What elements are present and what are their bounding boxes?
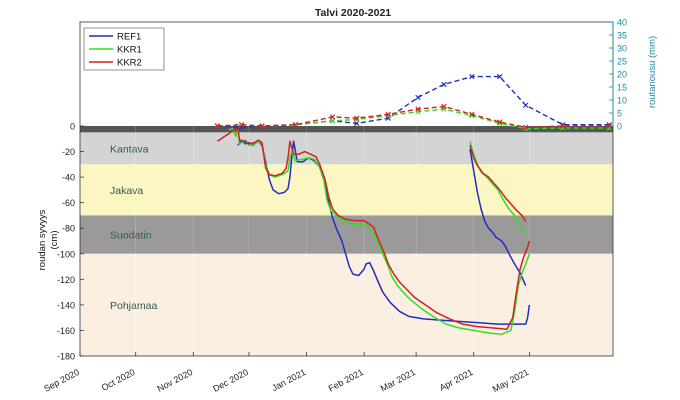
- x-tick-label-dec-2020: Dec 2020: [211, 367, 250, 394]
- x-tick-label-apr-2021: Apr 2021: [438, 367, 475, 393]
- x-tick-label-feb-2021: Feb 2021: [327, 367, 365, 394]
- zone-pohjamaa: [80, 253, 613, 356]
- legend-label-kkr2: KKR2: [117, 58, 142, 69]
- y-tick-label-right-20: 20: [617, 70, 627, 80]
- series-marker-kkr2-routanousu-4: [292, 122, 299, 128]
- y-axis-label-left-2: (cm): [49, 231, 60, 250]
- zone-label-kantava: Kantava: [110, 143, 149, 155]
- series-line-kkr2-routanousu: [217, 105, 610, 129]
- x-tick-label-may-2021: May 2021: [491, 367, 531, 394]
- y-axis-label-left-1: roudan syvyys: [37, 209, 48, 270]
- legend-label-kkr1: KKR1: [117, 45, 142, 56]
- series-marker-kkr2-routanousu-13: [560, 123, 566, 129]
- y-tick-label-left--100: -100: [57, 249, 75, 259]
- y-tick-label-right-40: 40: [617, 18, 627, 28]
- series-marker-kkr2-routanousu-7: [385, 111, 391, 117]
- series-marker-kkr2-routanousu-2: [238, 122, 245, 128]
- y-tick-label-right-15: 15: [617, 83, 627, 93]
- y-tick-label-left-0: 0: [70, 122, 75, 132]
- y-tick-label-left--60: -60: [62, 198, 75, 208]
- series-line-kkr1-1: [228, 127, 531, 336]
- series-line-ref1-routanousu: [217, 75, 610, 129]
- series-marker-kkr2-routanousu-8: [415, 106, 421, 112]
- series-marker-kkr2-routanousu-10: [469, 111, 475, 117]
- y-tick-label-right-30: 30: [617, 44, 627, 54]
- y-tick-label-right-25: 25: [617, 57, 627, 67]
- series-line-ref1-2: [469, 148, 527, 287]
- series-marker-kkr1-routanousu-5: [329, 118, 336, 124]
- zone-top-band: [80, 126, 613, 133]
- series-marker-ref1-routanousu-6: [354, 120, 360, 127]
- series-marker-ref1-routanousu-12: [523, 102, 529, 108]
- series-line-ref1-1: [237, 139, 531, 325]
- zone-label-suodatin: Suodatin: [110, 230, 152, 242]
- series-marker-ref1-routanousu-11: [497, 73, 503, 80]
- chart-title: Talvi 2020-2021: [315, 7, 391, 19]
- zone-jakava: [80, 164, 613, 216]
- x-tick-label-nov-2020: Nov 2020: [156, 367, 195, 394]
- series-line-kkr2-2: [469, 144, 527, 223]
- x-tick-label-sep-2020: Sep 2020: [42, 367, 81, 394]
- series-marker-ref1-routanousu-9: [441, 81, 447, 88]
- series-marker-kkr2-routanousu-6: [354, 115, 360, 121]
- y-tick-label-left--20: -20: [62, 147, 75, 157]
- series-marker-ref1-routanousu-8: [415, 94, 421, 101]
- series-marker-kkr2-routanousu-12: [523, 124, 529, 130]
- y-tick-label-left--140: -140: [57, 300, 75, 310]
- y-tick-label-left--120: -120: [57, 275, 75, 285]
- y-tick-label-right-0: 0: [617, 122, 622, 132]
- series-marker-kkr2-routanousu-9: [441, 103, 447, 110]
- y-axis-label-right: routanousu (mm): [647, 36, 658, 108]
- y-tick-label-left--160: -160: [57, 326, 75, 336]
- zone-kantava: [80, 132, 613, 165]
- y-tick-label-left--80: -80: [62, 224, 75, 234]
- y-tick-label-right-5: 5: [617, 109, 622, 119]
- series-marker-kkr2-routanousu-1: [214, 123, 221, 129]
- y-tick-label-right-10: 10: [617, 96, 627, 106]
- plot-frame: [79, 21, 614, 357]
- legend: REF1 KKR1 KKR2: [83, 27, 165, 71]
- zone-label-pohjamaa: Pohjamaa: [110, 300, 157, 312]
- y-tick-label-right-35: 35: [617, 31, 627, 41]
- series-line-kkr2-1: [216, 127, 531, 330]
- series-marker-kkr2-routanousu-3: [259, 123, 265, 129]
- y-tick-label-left--180: -180: [57, 352, 75, 362]
- y-tick-label-left--40: -40: [62, 173, 75, 183]
- zone-label-jakava: Jakava: [110, 185, 143, 197]
- legend-label-ref1: REF1: [117, 32, 141, 43]
- x-tick-label-jan-2021: Jan 2021: [270, 367, 307, 393]
- series-marker-kkr2-routanousu-11: [497, 119, 503, 125]
- series-marker-kkr2-routanousu-5: [329, 114, 336, 120]
- x-tick-label-oct-2020: Oct 2020: [100, 367, 137, 393]
- series-marker-ref1-routanousu-10: [469, 73, 475, 80]
- x-tick-label-mar-2021: Mar 2021: [379, 367, 417, 394]
